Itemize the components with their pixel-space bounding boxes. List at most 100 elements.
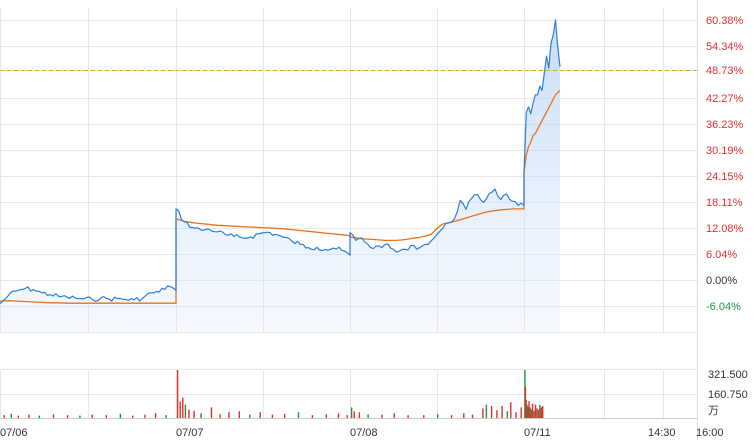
price-tick-label: 54.34% bbox=[706, 41, 744, 53]
volume-bar bbox=[490, 406, 493, 418]
time-tick-label: 07/06 bbox=[0, 427, 28, 439]
volume-bar bbox=[228, 412, 230, 418]
volume-panel: 321.500 160.750 万 bbox=[3, 369, 748, 418]
volume-bar bbox=[119, 413, 122, 418]
volume-bar bbox=[534, 404, 537, 418]
volume-bar bbox=[188, 409, 190, 418]
time-axis: 07/06 07/07 07/08 07/11 14:30 16:00 bbox=[0, 427, 724, 439]
time-tick-label: 07/11 bbox=[524, 427, 551, 439]
volume-bar bbox=[501, 406, 503, 418]
volume-bar bbox=[485, 404, 488, 418]
time-tick-label: 14:30 bbox=[648, 427, 676, 439]
volume-bar bbox=[358, 412, 361, 418]
volume-bar bbox=[10, 413, 12, 418]
volume-bar bbox=[79, 415, 81, 418]
price-tick-label: 6.04% bbox=[706, 249, 737, 261]
volume-tick-label: 321.500 bbox=[708, 369, 748, 381]
volume-bar bbox=[526, 404, 528, 418]
volume-bar bbox=[337, 413, 340, 418]
volume-bar bbox=[407, 415, 409, 418]
volume-bar bbox=[528, 401, 530, 418]
volume-bar bbox=[144, 414, 146, 418]
volume-tick-label: 160.750 bbox=[708, 389, 748, 401]
volume-bar bbox=[52, 414, 55, 418]
volume-bar bbox=[527, 406, 529, 418]
volume-bar bbox=[271, 414, 274, 418]
volume-bar bbox=[536, 408, 538, 418]
volume-bar bbox=[423, 415, 425, 418]
volume-bar bbox=[210, 407, 213, 418]
volume-bar bbox=[510, 402, 512, 418]
volume-bar bbox=[219, 414, 221, 418]
volume-bar bbox=[537, 409, 540, 418]
volume-bar bbox=[506, 411, 508, 418]
volume-bar bbox=[249, 414, 251, 418]
volume-bar bbox=[297, 412, 300, 418]
volume-bar bbox=[367, 414, 369, 418]
volume-bar bbox=[350, 407, 353, 418]
volume-bar bbox=[530, 409, 532, 418]
volume-bar bbox=[283, 413, 286, 418]
volume-bar bbox=[539, 405, 541, 418]
volume-bar bbox=[381, 414, 383, 418]
price-tick-label: 12.08% bbox=[706, 223, 744, 235]
volume-bar bbox=[450, 415, 453, 418]
price-tick-label: 42.27% bbox=[706, 93, 744, 105]
price-tick-label: 18.11% bbox=[706, 197, 743, 209]
volume-bar bbox=[259, 412, 261, 418]
time-tick-label: 07/08 bbox=[350, 427, 378, 439]
volume-bar bbox=[437, 414, 439, 418]
volume-bar bbox=[353, 411, 355, 418]
price-tick-label: 60.38% bbox=[706, 15, 744, 27]
volume-bar bbox=[496, 410, 498, 418]
volume-bar bbox=[463, 413, 465, 418]
volume-bar bbox=[525, 399, 527, 418]
volume-bar bbox=[176, 370, 179, 418]
volume-bar bbox=[542, 406, 544, 418]
price-area bbox=[0, 20, 560, 332]
volume-bar bbox=[184, 404, 187, 418]
price-area-fill bbox=[0, 20, 560, 332]
price-axis: 60.38% 54.34% 48.73% 42.27% 36.23% 30.19% 24.1… bbox=[706, 15, 744, 313]
volume-bar bbox=[325, 414, 327, 418]
price-tick-label: 24.15% bbox=[706, 171, 744, 183]
price-tick-label: 48.73% bbox=[706, 65, 744, 77]
volume-bar bbox=[66, 415, 69, 418]
volume-bar bbox=[471, 414, 474, 418]
price-line-layer bbox=[0, 19, 561, 305]
volume-unit-label: 万 bbox=[708, 405, 719, 417]
volume-bar bbox=[533, 410, 535, 418]
price-tick-label: -6.04% bbox=[706, 301, 741, 313]
volume-bar bbox=[200, 413, 202, 418]
volume-bar bbox=[238, 411, 240, 418]
volume-bar bbox=[154, 413, 157, 418]
volume-bar bbox=[28, 414, 30, 418]
volume-bar bbox=[346, 415, 348, 418]
volume-bar bbox=[91, 414, 93, 418]
volume-bar bbox=[105, 415, 107, 418]
volume-bar bbox=[179, 401, 181, 418]
volume-bar bbox=[482, 408, 484, 418]
price-line bbox=[0, 19, 561, 305]
volume-bar bbox=[520, 407, 522, 418]
volume-bar bbox=[531, 403, 534, 418]
volume-bar bbox=[17, 415, 19, 418]
volume-bar bbox=[132, 415, 134, 418]
volume-bar bbox=[165, 415, 167, 418]
volume-bar bbox=[182, 397, 184, 418]
price-tick-label: 36.23% bbox=[706, 119, 744, 131]
volume-bar bbox=[193, 410, 195, 418]
volume-bar bbox=[529, 407, 531, 418]
volume-bar bbox=[393, 413, 395, 418]
price-tick-label: 0.00% bbox=[706, 275, 737, 287]
volume-bar bbox=[515, 412, 517, 418]
volume-bar bbox=[311, 415, 314, 418]
volume-bar bbox=[3, 415, 5, 418]
time-tick-label: 16:00 bbox=[696, 427, 724, 439]
price-tick-label: 30.19% bbox=[706, 145, 744, 157]
volume-bar bbox=[38, 415, 41, 418]
volume-bar bbox=[540, 407, 542, 418]
